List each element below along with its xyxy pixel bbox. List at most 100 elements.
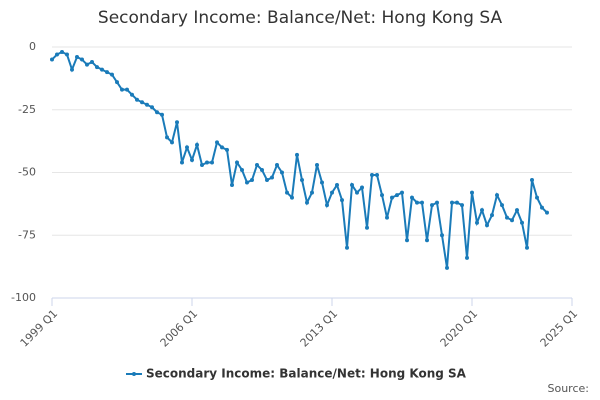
point (435, 200, 439, 205)
point (305, 200, 309, 205)
point (345, 245, 349, 250)
line (51, 50, 548, 269)
point (295, 152, 299, 157)
point (95, 65, 99, 70)
x-tick-label: 1999 Q1 (18, 307, 61, 350)
point (105, 70, 109, 75)
point (55, 52, 59, 57)
point (180, 160, 184, 165)
point (330, 190, 334, 195)
legend-marker (132, 372, 136, 376)
point (250, 178, 254, 183)
point (395, 193, 399, 198)
point (265, 178, 269, 183)
point (120, 87, 124, 92)
point (490, 213, 494, 218)
point (85, 62, 89, 67)
point (440, 233, 444, 238)
point (355, 190, 359, 195)
point (465, 255, 469, 260)
point (75, 55, 79, 60)
point (255, 162, 259, 167)
point (415, 200, 419, 205)
point (210, 160, 214, 165)
point (300, 178, 304, 183)
point (450, 200, 454, 205)
point (200, 162, 204, 167)
point (245, 180, 249, 185)
y-tick-label: -25 (18, 103, 36, 116)
point (495, 193, 499, 198)
y-tick-label: -50 (18, 166, 36, 179)
point (100, 67, 104, 72)
point (130, 92, 134, 97)
point (540, 205, 544, 210)
point (235, 160, 239, 165)
x-tick-label: 2025 Q1 (538, 307, 581, 350)
point (320, 180, 324, 185)
point (270, 175, 274, 180)
point (475, 220, 479, 225)
point (230, 183, 234, 188)
point (520, 220, 524, 225)
y-tick-label: 0 (29, 40, 36, 53)
point (70, 67, 74, 72)
point (115, 80, 119, 85)
chart-title: Secondary Income: Balance/Net: Hong Kong… (98, 8, 503, 28)
y-tick-label: -100 (11, 291, 36, 304)
point (405, 238, 409, 243)
point (90, 60, 94, 65)
y-tick-label: -75 (18, 228, 36, 241)
point (455, 200, 459, 205)
point (445, 265, 449, 270)
point (60, 50, 64, 55)
point (195, 142, 199, 147)
point (325, 203, 329, 208)
point (430, 203, 434, 208)
point (155, 110, 159, 115)
point (410, 195, 414, 200)
point (315, 162, 319, 167)
point (175, 120, 179, 125)
point (280, 170, 284, 175)
point (510, 218, 514, 223)
point (215, 140, 219, 145)
x-tick-label: 2020 Q1 (438, 307, 481, 350)
source: Source: (548, 382, 590, 395)
point (340, 198, 344, 203)
point (145, 102, 149, 107)
point (375, 173, 379, 178)
point (420, 200, 424, 205)
point (470, 190, 474, 195)
point (285, 190, 289, 195)
point (425, 238, 429, 243)
point (535, 195, 539, 200)
point (240, 167, 244, 172)
point (390, 195, 394, 200)
point (335, 183, 339, 188)
point (225, 147, 229, 152)
point (220, 145, 224, 150)
point (275, 162, 279, 167)
point (400, 190, 404, 195)
point (505, 215, 509, 220)
point (290, 195, 294, 200)
point (515, 208, 519, 213)
point (50, 57, 54, 62)
point (380, 193, 384, 198)
point (365, 225, 369, 230)
point (460, 203, 464, 208)
point (170, 140, 174, 145)
point (350, 183, 354, 188)
point (525, 245, 529, 250)
point (125, 87, 129, 92)
point (185, 145, 189, 150)
point (485, 223, 489, 228)
point (205, 160, 209, 165)
point (110, 72, 114, 77)
point (530, 178, 534, 183)
legend-label: Secondary Income: Balance/Net: Hong Kong… (146, 367, 467, 381)
point (140, 100, 144, 105)
point (385, 215, 389, 220)
